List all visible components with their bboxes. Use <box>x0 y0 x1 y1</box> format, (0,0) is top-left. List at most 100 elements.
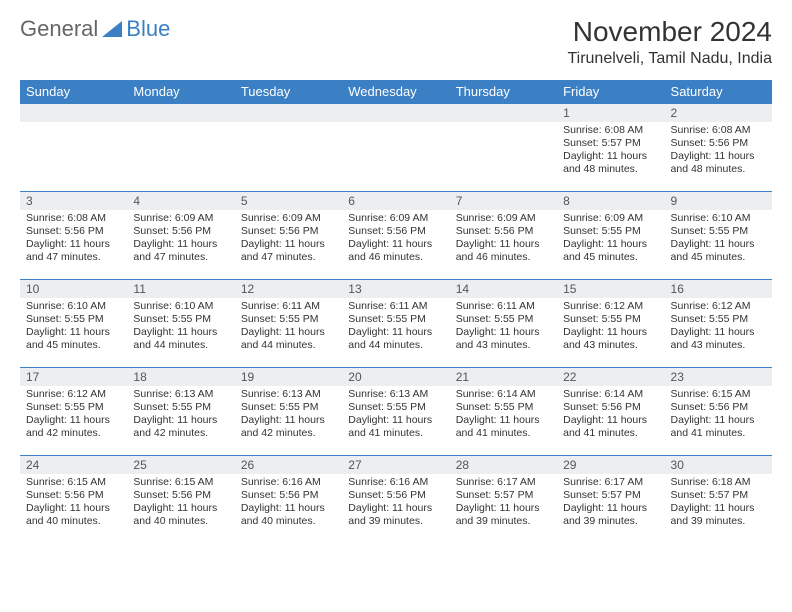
day-details: Sunrise: 6:14 AMSunset: 5:56 PMDaylight:… <box>557 386 664 445</box>
day-details: Sunrise: 6:17 AMSunset: 5:57 PMDaylight:… <box>557 474 664 533</box>
sunset-text: Sunset: 5:56 PM <box>563 401 658 414</box>
month-title: November 2024 <box>567 16 772 48</box>
day-number: 20 <box>342 368 449 386</box>
calendar-day-cell: 12Sunrise: 6:11 AMSunset: 5:55 PMDayligh… <box>235 280 342 368</box>
sunrise-text: Sunrise: 6:13 AM <box>241 388 336 401</box>
day-number: 5 <box>235 192 342 210</box>
sunrise-text: Sunrise: 6:15 AM <box>133 476 228 489</box>
sunrise-text: Sunrise: 6:11 AM <box>456 300 551 313</box>
day-number-empty <box>127 104 234 122</box>
day-details: Sunrise: 6:15 AMSunset: 5:56 PMDaylight:… <box>20 474 127 533</box>
sunrise-text: Sunrise: 6:08 AM <box>563 124 658 137</box>
sunrise-text: Sunrise: 6:17 AM <box>563 476 658 489</box>
calendar-day-cell: 13Sunrise: 6:11 AMSunset: 5:55 PMDayligh… <box>342 280 449 368</box>
day-details: Sunrise: 6:15 AMSunset: 5:56 PMDaylight:… <box>127 474 234 533</box>
weekday-header: Saturday <box>665 80 772 104</box>
day-number: 3 <box>20 192 127 210</box>
day-details: Sunrise: 6:10 AMSunset: 5:55 PMDaylight:… <box>127 298 234 357</box>
calendar-day-cell: 30Sunrise: 6:18 AMSunset: 5:57 PMDayligh… <box>665 456 772 544</box>
sunrise-text: Sunrise: 6:11 AM <box>241 300 336 313</box>
day-number: 1 <box>557 104 664 122</box>
sunset-text: Sunset: 5:56 PM <box>456 225 551 238</box>
day-number: 18 <box>127 368 234 386</box>
calendar-day-cell: 6Sunrise: 6:09 AMSunset: 5:56 PMDaylight… <box>342 192 449 280</box>
day-number: 21 <box>450 368 557 386</box>
logo: General Blue <box>20 16 170 42</box>
sunset-text: Sunset: 5:57 PM <box>671 489 766 502</box>
sunrise-text: Sunrise: 6:16 AM <box>241 476 336 489</box>
sunrise-text: Sunrise: 6:09 AM <box>348 212 443 225</box>
day-number: 25 <box>127 456 234 474</box>
sunset-text: Sunset: 5:55 PM <box>26 313 121 326</box>
day-details: Sunrise: 6:08 AMSunset: 5:56 PMDaylight:… <box>20 210 127 269</box>
day-details: Sunrise: 6:11 AMSunset: 5:55 PMDaylight:… <box>342 298 449 357</box>
title-block: November 2024 Tirunelveli, Tamil Nadu, I… <box>567 16 772 68</box>
calendar-week-row: 17Sunrise: 6:12 AMSunset: 5:55 PMDayligh… <box>20 368 772 456</box>
sunrise-text: Sunrise: 6:12 AM <box>26 388 121 401</box>
sunset-text: Sunset: 5:55 PM <box>348 313 443 326</box>
day-number: 17 <box>20 368 127 386</box>
day-details: Sunrise: 6:18 AMSunset: 5:57 PMDaylight:… <box>665 474 772 533</box>
day-details: Sunrise: 6:12 AMSunset: 5:55 PMDaylight:… <box>557 298 664 357</box>
calendar-week-row: 24Sunrise: 6:15 AMSunset: 5:56 PMDayligh… <box>20 456 772 544</box>
day-number: 8 <box>557 192 664 210</box>
day-number: 22 <box>557 368 664 386</box>
day-details: Sunrise: 6:11 AMSunset: 5:55 PMDaylight:… <box>450 298 557 357</box>
day-number: 23 <box>665 368 772 386</box>
daylight-text: Daylight: 11 hours and 39 minutes. <box>563 502 658 528</box>
daylight-text: Daylight: 11 hours and 39 minutes. <box>671 502 766 528</box>
sunrise-text: Sunrise: 6:08 AM <box>671 124 766 137</box>
calendar-day-cell: 28Sunrise: 6:17 AMSunset: 5:57 PMDayligh… <box>450 456 557 544</box>
day-details: Sunrise: 6:13 AMSunset: 5:55 PMDaylight:… <box>127 386 234 445</box>
daylight-text: Daylight: 11 hours and 41 minutes. <box>671 414 766 440</box>
day-details: Sunrise: 6:08 AMSunset: 5:57 PMDaylight:… <box>557 122 664 181</box>
daylight-text: Daylight: 11 hours and 48 minutes. <box>563 150 658 176</box>
calendar-day-cell: 17Sunrise: 6:12 AMSunset: 5:55 PMDayligh… <box>20 368 127 456</box>
daylight-text: Daylight: 11 hours and 43 minutes. <box>456 326 551 352</box>
calendar-day-cell: 29Sunrise: 6:17 AMSunset: 5:57 PMDayligh… <box>557 456 664 544</box>
day-details: Sunrise: 6:09 AMSunset: 5:56 PMDaylight:… <box>450 210 557 269</box>
day-details: Sunrise: 6:16 AMSunset: 5:56 PMDaylight:… <box>235 474 342 533</box>
sunset-text: Sunset: 5:56 PM <box>671 401 766 414</box>
day-number-empty <box>342 104 449 122</box>
calendar-day-cell: 15Sunrise: 6:12 AMSunset: 5:55 PMDayligh… <box>557 280 664 368</box>
sunrise-text: Sunrise: 6:11 AM <box>348 300 443 313</box>
calendar-day-cell <box>342 104 449 192</box>
day-details: Sunrise: 6:12 AMSunset: 5:55 PMDaylight:… <box>20 386 127 445</box>
weekday-header: Tuesday <box>235 80 342 104</box>
calendar-day-cell: 8Sunrise: 6:09 AMSunset: 5:55 PMDaylight… <box>557 192 664 280</box>
sunset-text: Sunset: 5:56 PM <box>241 489 336 502</box>
day-details: Sunrise: 6:10 AMSunset: 5:55 PMDaylight:… <box>665 210 772 269</box>
calendar-day-cell: 21Sunrise: 6:14 AMSunset: 5:55 PMDayligh… <box>450 368 557 456</box>
day-details: Sunrise: 6:10 AMSunset: 5:55 PMDaylight:… <box>20 298 127 357</box>
day-details: Sunrise: 6:09 AMSunset: 5:55 PMDaylight:… <box>557 210 664 269</box>
weekday-header: Monday <box>127 80 234 104</box>
sunrise-text: Sunrise: 6:09 AM <box>241 212 336 225</box>
daylight-text: Daylight: 11 hours and 43 minutes. <box>671 326 766 352</box>
sunset-text: Sunset: 5:55 PM <box>26 401 121 414</box>
sunrise-text: Sunrise: 6:13 AM <box>348 388 443 401</box>
day-number: 7 <box>450 192 557 210</box>
daylight-text: Daylight: 11 hours and 39 minutes. <box>348 502 443 528</box>
daylight-text: Daylight: 11 hours and 42 minutes. <box>133 414 228 440</box>
logo-triangle-icon <box>102 21 122 37</box>
day-number: 30 <box>665 456 772 474</box>
sunset-text: Sunset: 5:55 PM <box>133 401 228 414</box>
daylight-text: Daylight: 11 hours and 39 minutes. <box>456 502 551 528</box>
daylight-text: Daylight: 11 hours and 45 minutes. <box>563 238 658 264</box>
calendar-day-cell: 4Sunrise: 6:09 AMSunset: 5:56 PMDaylight… <box>127 192 234 280</box>
day-details: Sunrise: 6:08 AMSunset: 5:56 PMDaylight:… <box>665 122 772 181</box>
day-number: 9 <box>665 192 772 210</box>
calendar-week-row: 1Sunrise: 6:08 AMSunset: 5:57 PMDaylight… <box>20 104 772 192</box>
day-details: Sunrise: 6:11 AMSunset: 5:55 PMDaylight:… <box>235 298 342 357</box>
daylight-text: Daylight: 11 hours and 44 minutes. <box>133 326 228 352</box>
sunset-text: Sunset: 5:55 PM <box>563 225 658 238</box>
daylight-text: Daylight: 11 hours and 42 minutes. <box>26 414 121 440</box>
sunrise-text: Sunrise: 6:15 AM <box>671 388 766 401</box>
sunset-text: Sunset: 5:56 PM <box>133 489 228 502</box>
sunrise-text: Sunrise: 6:17 AM <box>456 476 551 489</box>
calendar-day-cell: 2Sunrise: 6:08 AMSunset: 5:56 PMDaylight… <box>665 104 772 192</box>
day-number: 29 <box>557 456 664 474</box>
day-number-empty <box>235 104 342 122</box>
day-number: 12 <box>235 280 342 298</box>
